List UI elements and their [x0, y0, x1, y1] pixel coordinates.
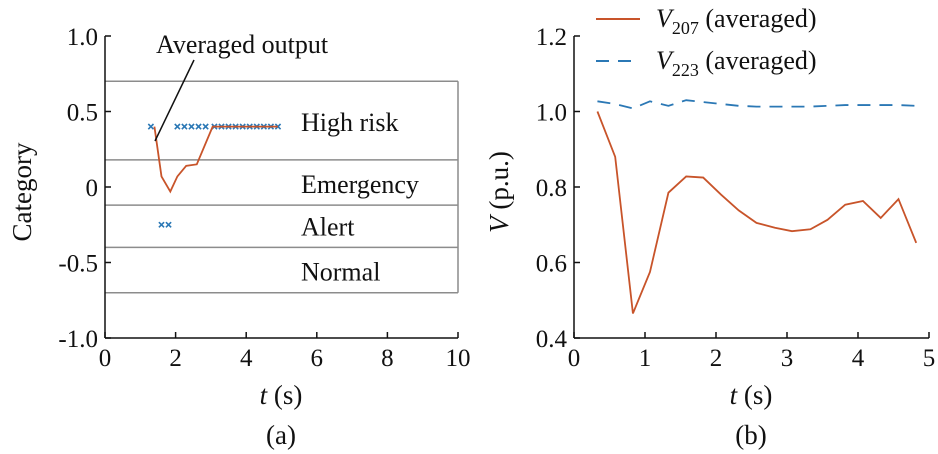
b-xtick-label: 2: [710, 345, 723, 372]
a-ytick-label: -0.5: [58, 251, 98, 278]
a-ytick-label: 1.0: [67, 24, 98, 51]
panel-b: 1.2 1.0 0.8 0.6 0.40 1 2 3 4 5 V207 (averaged) V2…: [484, 4, 935, 450]
a-xtick-label: 10: [446, 345, 471, 372]
axes-a: 1.00.50-0.5-1.00 2 4 6 8 10: [58, 24, 470, 372]
panel-caption-a: (a): [266, 420, 296, 450]
x-axis-label-a: t (s): [260, 380, 303, 410]
category-marker: [195, 123, 202, 130]
region-labels: High risk Emergency Alert Normal: [301, 108, 419, 286]
axes-b: 1.2 1.0 0.8 0.6 0.40 1 2 3 4 5: [536, 24, 936, 372]
panel-a: High risk Emergency Alert Normal 1.0 0.5 0 -0.…: [7, 24, 471, 450]
series-v223-line: [597, 99, 917, 110]
x-axis-var-a: t: [260, 380, 269, 410]
b-ytick-label: 0.8: [536, 175, 567, 202]
y-axis-label-a: Category: [7, 142, 37, 241]
annotation-leader-line: [154, 59, 195, 142]
category-marker: [202, 123, 209, 130]
b-xtick-label: 4: [852, 345, 865, 372]
region-label: High risk: [301, 108, 399, 137]
series-v207-line: [596, 111, 918, 314]
b-xtick-label: 5: [923, 345, 936, 372]
a-xtick-label: 4: [240, 345, 253, 372]
b-xtick-label: 0: [568, 345, 581, 372]
a-ytick-label: 0.5: [67, 100, 98, 127]
region-boundaries: [105, 80, 459, 294]
legend-label-v223: V223 (averaged): [656, 46, 817, 80]
b-ytick-label: 0.6: [536, 251, 567, 278]
category-marker: [181, 123, 188, 130]
category-marker: [165, 221, 172, 228]
series-a: [147, 123, 282, 228]
region-label: Normal: [301, 258, 380, 287]
category-marker: [147, 123, 155, 130]
category-marker: [188, 123, 195, 130]
legend-label-v207: V207 (averaged): [656, 4, 817, 38]
a-ytick-label: 0: [86, 175, 99, 202]
series-b: [596, 99, 918, 314]
averaged-output-line: [153, 125, 278, 194]
b-ytick-label: 1.0: [536, 100, 567, 127]
a-xtick-label: 6: [311, 345, 324, 372]
a-xtick-label: 2: [169, 345, 182, 372]
b-xtick-label: 3: [781, 345, 794, 372]
region-label: Emergency: [301, 170, 419, 199]
b-ytick-label: 0.4: [536, 326, 568, 353]
x-axis-unit-a: (s): [267, 380, 302, 410]
category-marker: [158, 221, 165, 228]
y-axis-label-b: V (p.u.): [484, 151, 514, 233]
a-xtick-label: 8: [381, 345, 394, 372]
a-xtick-label: 0: [99, 345, 112, 372]
legend: V207 (averaged) V223 (averaged): [596, 4, 817, 80]
b-ytick-label: 1.2: [536, 24, 567, 51]
category-marker: [174, 123, 181, 130]
b-xtick-label: 1: [639, 345, 652, 372]
panel-caption-b: (b): [735, 420, 766, 450]
region-label: Alert: [301, 212, 355, 241]
x-axis-label-b: t (s): [730, 380, 773, 410]
annotation-averaged-output: Averaged output: [156, 30, 329, 59]
a-ytick-label: -1.0: [58, 326, 98, 353]
